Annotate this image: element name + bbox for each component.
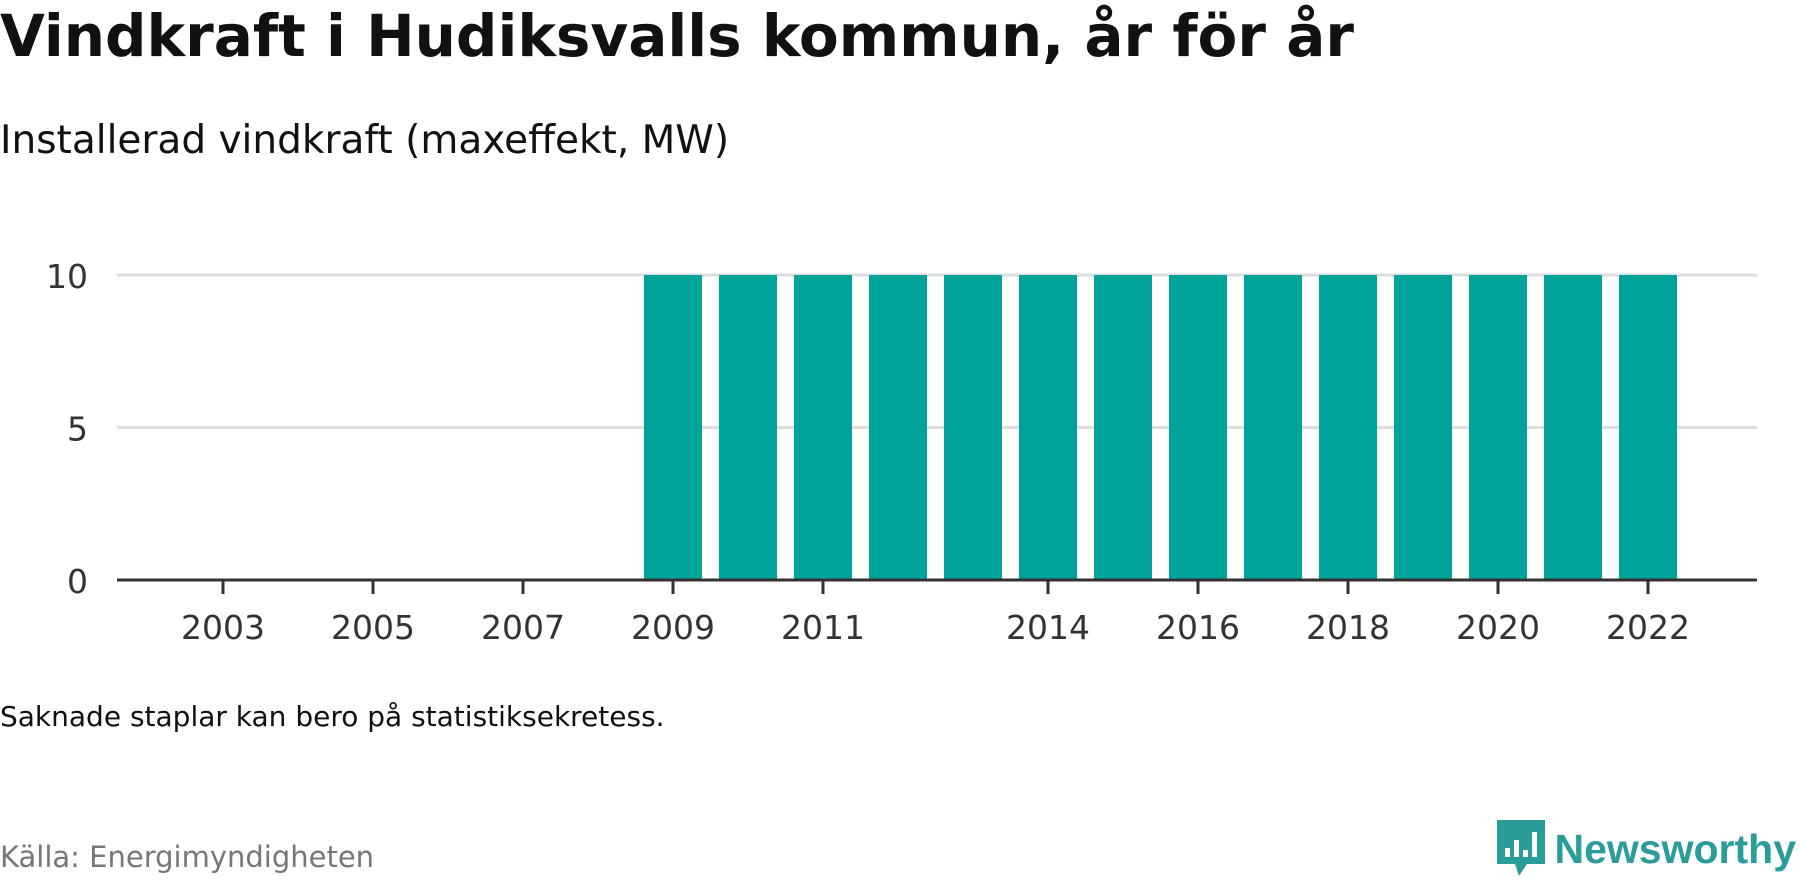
y-tick-label: 0 xyxy=(67,562,88,601)
newsworthy-logo-icon xyxy=(1496,820,1545,876)
x-tick-label: 2007 xyxy=(481,608,565,647)
bar-2015 xyxy=(1094,275,1152,580)
bar-2010 xyxy=(719,275,777,580)
bar-2016 xyxy=(1169,275,1227,580)
bar-2017 xyxy=(1244,275,1302,580)
bar-2014 xyxy=(1019,275,1077,580)
source-label: Källa: Energimyndigheten xyxy=(0,840,375,874)
y-tick-label: 10 xyxy=(46,257,88,296)
x-tick-label: 2009 xyxy=(631,608,715,647)
x-tick-label: 2005 xyxy=(331,608,415,647)
bar-2012 xyxy=(869,275,927,580)
x-tick-label: 2022 xyxy=(1606,608,1690,647)
bar-2021 xyxy=(1544,275,1602,580)
brand[interactable]: Newsworthy xyxy=(1495,818,1797,880)
brand-name: Newsworthy xyxy=(1554,825,1797,872)
bar-2022 xyxy=(1619,275,1677,580)
chart-title: Vindkraft i Hudiksvalls kommun, år för å… xyxy=(0,2,1354,70)
bar-2009 xyxy=(644,275,702,580)
bar-2011 xyxy=(794,275,852,580)
x-tick-label: 2018 xyxy=(1306,608,1390,647)
x-tick-label: 2011 xyxy=(781,608,865,647)
x-tick-label: 2016 xyxy=(1156,608,1240,647)
bar-2020 xyxy=(1469,275,1527,580)
bar-2018 xyxy=(1319,275,1377,580)
y-tick-label: 5 xyxy=(67,410,88,449)
x-tick-label: 2003 xyxy=(181,608,265,647)
footnote: Saknade staplar kan bero på statistiksek… xyxy=(0,700,665,733)
x-tick-label: 2014 xyxy=(1006,608,1090,647)
bar-chart: 0 5 10 2003 2005 2007 2009 2011 2014 2016 2018 2020… xyxy=(46,257,1757,647)
x-tick-label: 2020 xyxy=(1456,608,1540,647)
bar-2013 xyxy=(944,275,1002,580)
chart-subtitle: Installerad vindkraft (maxeffekt, MW) xyxy=(0,118,730,163)
bar-2019 xyxy=(1394,275,1452,580)
